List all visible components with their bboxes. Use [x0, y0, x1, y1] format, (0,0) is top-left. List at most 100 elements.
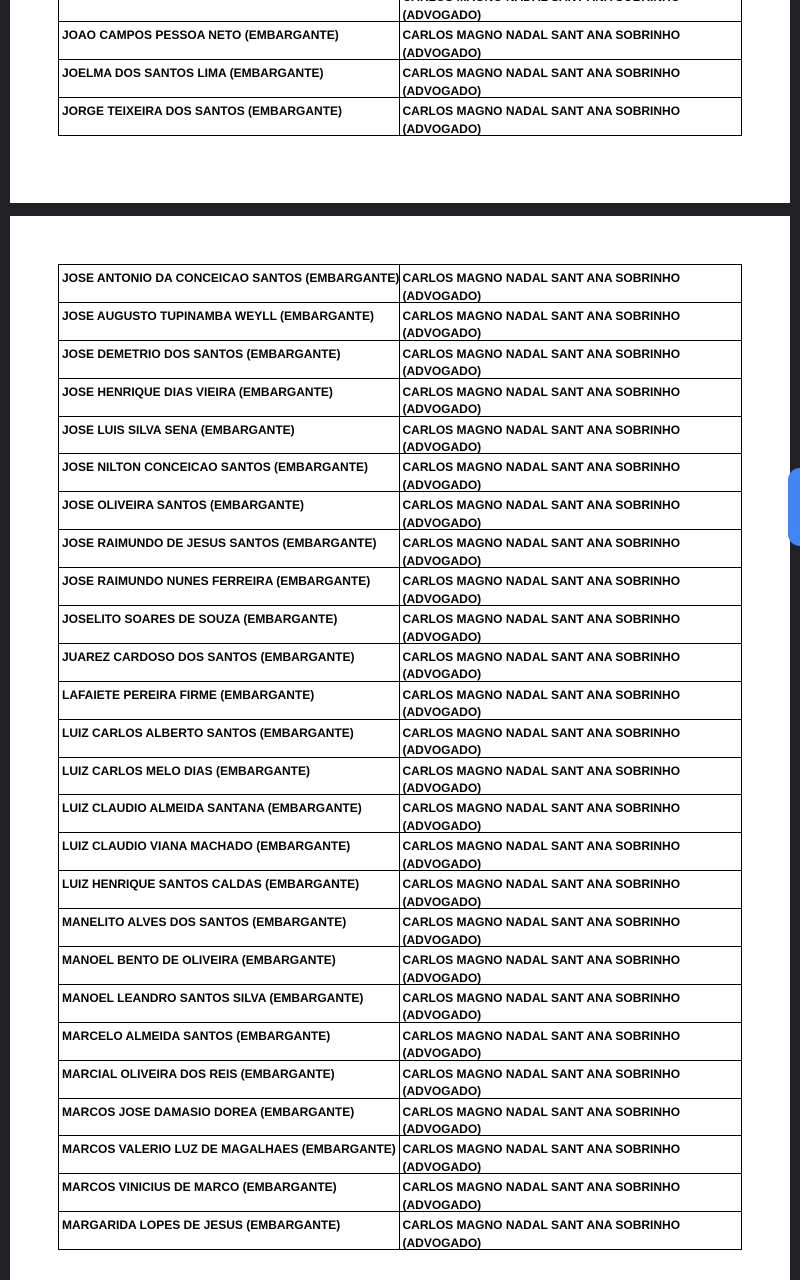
party-cell: JORGE TEIXEIRA DOS SANTOS (EMBARGANTE)	[59, 98, 400, 135]
party-cell: JOSE ANTONIO DA CONCEICAO SANTOS (EMBARG…	[59, 265, 400, 302]
party-name: MANOEL LEANDRO SANTOS SILVA (EMBARGANTE)	[62, 990, 364, 1005]
party-cell: LUIZ CARLOS ALBERTO SANTOS (EMBARGANTE)	[59, 719, 400, 757]
lawyer-cell: CARLOS MAGNO NADAL SANT ANA SOBRINHO (ADV…	[400, 265, 742, 302]
table-row: LAFAIETE PEREIRA FIRME (EMBARGANTE) CARLO…	[58, 681, 742, 720]
lawyer-line: CARLOS MAGNO NADAL SANT ANA SOBRINHO	[402, 801, 681, 816]
lawyer-line: CARLOS MAGNO NADAL SANT ANA SOBRINHO	[402, 104, 681, 118]
lawyer-line: (ADVOGADO)	[402, 553, 482, 568]
table-row: JOSE OLIVEIRA SANTOS (EMBARGANTE) CARLOS …	[58, 492, 742, 531]
lawyer-line: (ADVOGADO)	[402, 1046, 482, 1060]
table-row: JOSELITO SOARES DE SOUZA (EMBARGANTE) CAR…	[58, 606, 742, 644]
lawyer-cell: CARLOS MAGNO NADAL SANT ANA SOBRINHO (ADV…	[400, 1174, 742, 1211]
lawyer-cell: CARLOS MAGNO NADAL SANT ANA SOBRINHO (ADV…	[400, 568, 742, 605]
lawyer-line: (ADVOGADO)	[402, 440, 482, 454]
lawyer-cell: CARLOS MAGNO NADAL SANT ANA SOBRINHO (ADV…	[400, 1212, 742, 1249]
lawyer-cell: CARLOS MAGNO NADAL SANT ANA SOBRINHO (ADV…	[400, 1061, 742, 1098]
party-name: JOAO CAMPOS PESSOA NETO (EMBARGANTE)	[62, 28, 339, 42]
party-name: JOSE RAIMUNDO DE JESUS SANTOS (EMBARGANT…	[62, 536, 377, 551]
lawyer-line: CARLOS MAGNO NADAL SANT ANA SOBRINHO	[402, 687, 681, 702]
table: CARLOS MAGNO NADAL SANT ANA SOBRINHO (ADV…	[58, 0, 742, 136]
lawyer-line: CARLOS MAGNO NADAL SANT ANA SOBRINHO	[402, 384, 681, 399]
table-row: LUIZ CARLOS ALBERTO SANTOS (EMBARGANTE) C…	[58, 719, 742, 758]
lawyer-line: CARLOS MAGNO NADAL SANT ANA SOBRINHO	[402, 915, 681, 930]
lawyer-cell: CARLOS MAGNO NADAL SANT ANA SOBRINHO (ADV…	[400, 720, 742, 757]
lawyer-line: (ADVOGADO)	[402, 1235, 482, 1250]
lawyer-cell: CARLOS MAGNO NADAL SANT ANA SOBRINHO (ADV…	[400, 758, 742, 795]
lawyer-cell: CARLOS MAGNO NADAL SANT ANA SOBRINHO (ADV…	[400, 492, 742, 529]
table-row: MANOEL BENTO DE OLIVEIRA (EMBARGANTE) CAR…	[58, 947, 742, 985]
party-name: JOSE ANTONIO DA CONCEICAO SANTOS (EMBARG…	[62, 271, 400, 285]
table-row: MARCELO ALMEIDA SANTOS (EMBARGANTE) CARLO…	[58, 1022, 742, 1061]
party-name: LUIZ CARLOS ALBERTO SANTOS (EMBARGANTE)	[62, 725, 354, 740]
lawyer-cell: CARLOS MAGNO NADAL SANT ANA SOBRINHO (ADV…	[400, 644, 742, 681]
lawyer-line: CARLOS MAGNO NADAL SANT ANA SOBRINHO	[402, 28, 681, 42]
table-row: MARCOS VINICIUS DE MARCO (EMBARGANTE) CAR…	[58, 1174, 742, 1213]
party-cell: MANELITO ALVES DOS SANTOS (EMBARGANTE)	[59, 909, 400, 947]
party-name: JOSE LUIS SILVA SENA (EMBARGANTE)	[62, 422, 295, 437]
lawyer-line: (ADVOGADO)	[402, 856, 482, 871]
table-row: JOSE ANTONIO DA CONCEICAO SANTOS (EMBARG…	[58, 265, 742, 303]
party-cell: LUIZ CLAUDIO VIANA MACHADO (EMBARGANTE)	[59, 833, 400, 871]
party-cell: JOSELITO SOARES DE SOUZA (EMBARGANTE)	[59, 606, 400, 643]
party-name: JOSE RAIMUNDO NUNES FERREIRA (EMBARGANTE…	[62, 574, 371, 589]
party-name: MARCOS VINICIUS DE MARCO (EMBARGANTE)	[62, 1180, 337, 1195]
lawyer-line: CARLOS MAGNO NADAL SANT ANA SOBRINHO	[402, 649, 681, 664]
party-name: MARCOS JOSE DAMASIO DOREA (EMBARGANTE)	[62, 1104, 355, 1119]
party-cell: JOSE LUIS SILVA SENA (EMBARGANTE)	[59, 416, 400, 454]
lawyer-cell: CARLOS MAGNO NADAL SANT ANA SOBRINHO (ADV…	[400, 1023, 742, 1060]
party-cell: MARCOS JOSE DAMASIO DOREA (EMBARGANTE)	[59, 1098, 400, 1136]
lawyer-line: CARLOS MAGNO NADAL SANT ANA SOBRINHO	[402, 1104, 681, 1119]
lawyer-cell: CARLOS MAGNO NADAL SANT ANA SOBRINHO (ADV…	[400, 833, 742, 870]
lawyer-line: (ADVOGADO)	[402, 894, 482, 909]
table-row: JUAREZ CARDOSO DOS SANTOS (EMBARGANTE) CA…	[58, 643, 742, 682]
lawyer-cell: CARLOS MAGNO NADAL SANT ANA SOBRINHO (ADV…	[400, 303, 742, 340]
lawyer-line: CARLOS MAGNO NADAL SANT ANA SOBRINHO	[402, 725, 681, 740]
lawyer-line: (ADVOGADO)	[402, 515, 482, 530]
table-row: JOSE HENRIQUE DIAS VIEIRA (EMBARGANTE) CA…	[58, 378, 742, 417]
lawyer-line: (ADVOGADO)	[402, 45, 482, 60]
party-cell: LUIZ HENRIQUE SANTOS CALDAS (EMBARGANTE)	[59, 871, 400, 909]
lawyer-line: CARLOS MAGNO NADAL SANT ANA SOBRINHO	[402, 498, 681, 513]
lawyer-cell: CARLOS MAGNO NADAL SANT ANA SOBRINHO (ADV…	[400, 454, 742, 491]
party-cell: JOSE NILTON CONCEICAO SANTOS (EMBARGANTE…	[59, 454, 400, 492]
lawyer-line: (ADVOGADO)	[402, 629, 482, 643]
table-row: JOSE AUGUSTO TUPINAMBA WEYLL (EMBARGANTE…	[58, 302, 742, 341]
party-name: LAFAIETE PEREIRA FIRME (EMBARGANTE)	[62, 687, 315, 702]
party-name: LUIZ CARLOS MELO DIAS (EMBARGANTE)	[62, 763, 310, 778]
lawyer-cell: CARLOS MAGNO NADAL SANT ANA SOBRINHO (ADV…	[400, 909, 742, 946]
lawyer-line: (ADVOGADO)	[402, 1122, 482, 1136]
lawyer-line: CARLOS MAGNO NADAL SANT ANA SOBRINHO	[402, 1066, 681, 1081]
lawyer-line: (ADVOGADO)	[402, 705, 482, 719]
party-name: JOSE NILTON CONCEICAO SANTOS (EMBARGANTE…	[62, 460, 369, 475]
party-cell: JOSE RAIMUNDO NUNES FERREIRA (EMBARGANTE…	[59, 568, 400, 606]
scroll-handle[interactable]	[788, 468, 800, 546]
table-row: MARCOS VALERIO LUZ DE MAGALHAES (EMBARGA…	[58, 1136, 742, 1175]
party-cell: MARGARIDA LOPES DE JESUS (EMBARGANTE)	[59, 1212, 400, 1250]
party-cell: LAFAIETE PEREIRA FIRME (EMBARGANTE)	[59, 681, 400, 719]
lawyer-cell: CARLOS MAGNO NADAL SANT ANA SOBRINHO (ADV…	[400, 947, 742, 984]
table: JOSE ANTONIO DA CONCEICAO SANTOS (EMBARG…	[58, 264, 742, 1251]
party-cell: JOSE AUGUSTO TUPINAMBA WEYLL (EMBARGANTE…	[59, 302, 400, 340]
lawyer-cell: CARLOS MAGNO NADAL SANT ANA SOBRINHO (ADV…	[400, 22, 742, 59]
party-name: LUIZ HENRIQUE SANTOS CALDAS (EMBARGANTE)	[62, 877, 360, 892]
table-row: JOSE LUIS SILVA SENA (EMBARGANTE) CARLOS …	[58, 416, 742, 455]
lawyer-line: CARLOS MAGNO NADAL SANT ANA SOBRINHO	[402, 1218, 681, 1233]
lawyer-cell: CARLOS MAGNO NADAL SANT ANA SOBRINHO (ADV…	[400, 1136, 742, 1173]
party-cell: JOSE HENRIQUE DIAS VIEIRA (EMBARGANTE)	[59, 378, 400, 416]
lawyer-line: (ADVOGADO)	[402, 743, 482, 757]
table-row: LUIZ CLAUDIO VIANA MACHADO (EMBARGANTE) C…	[58, 833, 742, 872]
party-name: MARCELO ALMEIDA SANTOS (EMBARGANTE)	[62, 1028, 331, 1043]
party-cell: MANOEL LEANDRO SANTOS SILVA (EMBARGANTE)	[59, 984, 400, 1022]
lawyer-cell: CARLOS MAGNO NADAL SANT ANA SOBRINHO (ADV…	[400, 379, 742, 416]
party-cell: LUIZ CARLOS MELO DIAS (EMBARGANTE)	[59, 757, 400, 795]
lawyer-line: CARLOS MAGNO NADAL SANT ANA SOBRINHO	[402, 271, 681, 285]
party-cell: MANOEL BENTO DE OLIVEIRA (EMBARGANTE)	[59, 947, 400, 984]
party-name: LUIZ CLAUDIO VIANA MACHADO (EMBARGANTE)	[62, 839, 351, 854]
party-name: MANELITO ALVES DOS SANTOS (EMBARGANTE)	[62, 915, 347, 930]
party-cell: JOELMA DOS SANTOS LIMA (EMBARGANTE)	[59, 60, 400, 97]
party-name: JOSE AUGUSTO TUPINAMBA WEYLL (EMBARGANTE…	[62, 308, 375, 323]
table-row: JOSE RAIMUNDO NUNES FERREIRA (EMBARGANTE…	[58, 568, 742, 607]
lawyer-line: (ADVOGADO)	[402, 1197, 482, 1212]
lawyer-line: CARLOS MAGNO NADAL SANT ANA SOBRINHO	[402, 763, 681, 778]
lawyer-cell: CARLOS MAGNO NADAL SANT ANA SOBRINHO (ADV…	[400, 341, 742, 378]
